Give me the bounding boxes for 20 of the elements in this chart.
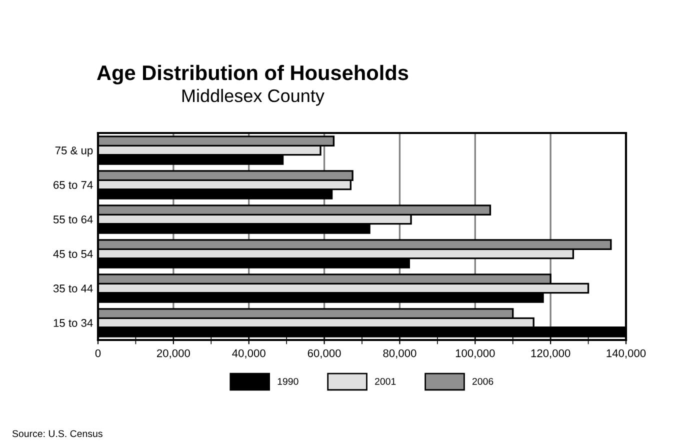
- x-tick-label: 80,000: [383, 349, 416, 358]
- y-tick-label: 15 to 34: [54, 319, 93, 327]
- x-tick-label: 100,000: [456, 349, 495, 358]
- chart-subtitle: Middlesex County: [182, 88, 324, 106]
- y-tick-label: 75 & up: [55, 146, 93, 157]
- legend-label: 2001: [375, 378, 396, 385]
- x-tick-label: 20,000: [156, 349, 190, 358]
- y-tick-label: 35 to 44: [53, 284, 93, 292]
- x-tick-label: 60,000: [308, 349, 341, 358]
- legend-label: 2006: [472, 378, 494, 385]
- x-tick-label: 140,000: [606, 349, 646, 358]
- chart-title: Age Distribution of Households: [96, 64, 408, 84]
- x-tick-label: 40,000: [232, 349, 266, 358]
- y-tick-label: 45 to 54: [53, 250, 93, 258]
- x-tick-label: 0: [95, 349, 101, 358]
- y-tick-label: 65 to 74: [54, 181, 93, 189]
- y-tick-label: 55 to 64: [53, 216, 93, 224]
- legend-label: 1990: [278, 378, 298, 385]
- source-note: Source: U.S. Census: [12, 430, 102, 438]
- x-tick-label: 120,000: [531, 349, 570, 358]
